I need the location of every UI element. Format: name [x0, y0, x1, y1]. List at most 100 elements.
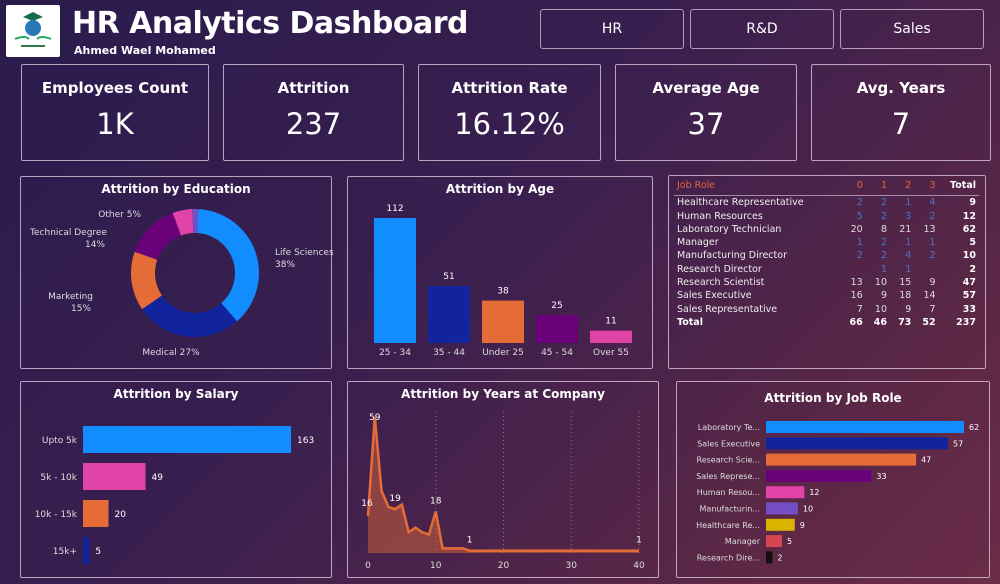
job-role-matrix-panel: Job Role 0 1 2 3 Total Healthcare Representati…	[668, 175, 986, 369]
cell: 1	[880, 263, 888, 275]
data-label: 112	[386, 204, 403, 214]
x-tick-label: 30	[566, 561, 578, 571]
cell: 9	[905, 303, 912, 315]
nav-hr-button[interactable]: HR	[540, 9, 684, 49]
jobrole-bar-chart: Laboratory Te... 62 Sales Executive 57 Resea…	[696, 421, 979, 564]
cell: 9	[929, 277, 936, 289]
y-tick-label: Manager	[725, 537, 761, 546]
slice-label: Technical Degree	[29, 228, 107, 238]
row-label: Sales Executive	[677, 290, 752, 302]
total-cell: 66	[849, 316, 863, 328]
cell: 13	[923, 223, 936, 235]
salary-bar	[83, 426, 291, 453]
slice-pct: 15%	[71, 304, 91, 314]
y-tick-label: Research Dire...	[697, 553, 760, 562]
column-header[interactable]: Total	[950, 180, 976, 191]
y-tick-label: 10k - 15k	[35, 510, 78, 520]
data-label: 12	[809, 488, 819, 497]
slice-pct: 38%	[275, 260, 295, 270]
data-label: 38	[497, 287, 509, 297]
row-total: 5	[969, 237, 976, 249]
nav-rnd-button[interactable]: R&D	[690, 9, 834, 49]
data-label: 19	[389, 494, 401, 504]
matrix-header: Job Role 0 1 2 3 Total	[674, 179, 979, 196]
logo-globe-icon	[14, 12, 52, 47]
data-label: 49	[152, 473, 164, 483]
cell	[914, 263, 938, 276]
x-tick-label: 35 - 44	[433, 348, 465, 358]
data-label: 2	[777, 553, 782, 562]
table-row: Healthcare Representative 2 2 1 4 9	[674, 196, 979, 210]
x-tick-label: 10	[430, 561, 442, 571]
table-row: Sales Executive 16 9 18 14 57	[674, 289, 979, 302]
kpi-label: Average Age	[652, 79, 760, 97]
cell: 3	[905, 210, 912, 222]
slice-pct: 14%	[85, 240, 105, 250]
education-donut-chart: Life Sciences 38% Medical 27% Marketing 15% T…	[29, 209, 333, 358]
years-chart-panel: Attrition by Years at Company 16 59 19 18 1 1…	[347, 381, 659, 578]
column-header[interactable]: 1	[880, 180, 888, 191]
column-header[interactable]: 3	[929, 180, 936, 191]
y-tick-label: Sales Represe...	[696, 472, 760, 481]
donut-slice	[131, 251, 162, 310]
row-label: Manager	[677, 237, 719, 249]
data-label: 163	[297, 436, 314, 446]
y-tick-label: Upto 5k	[42, 436, 78, 446]
data-label: 59	[369, 413, 381, 423]
chart-title: Attrition by Age	[445, 182, 555, 196]
total-row: Total 66 46 73 52 237	[674, 316, 979, 329]
x-tick-label: 0	[365, 561, 371, 571]
cell: 15	[899, 277, 912, 289]
table-row: Research Scientist 13 10 15 9 47	[674, 276, 979, 289]
kpi-attrition-rate: Attrition Rate 16.12%	[418, 64, 601, 161]
data-label: 25	[551, 301, 562, 311]
cell: 7	[929, 303, 936, 315]
cell: 1	[905, 197, 912, 209]
cell: 2	[929, 210, 936, 222]
cell: 4	[905, 250, 912, 262]
column-header[interactable]: Job Role	[677, 180, 716, 191]
salary-bar	[83, 500, 109, 527]
page-title: HR Analytics Dashboard	[72, 6, 468, 41]
cell: 18	[899, 290, 912, 302]
y-tick-label: Human Resou...	[697, 488, 760, 497]
x-tick-label: Over 55	[593, 348, 629, 358]
row-total: 10	[962, 250, 976, 262]
kpi-value: 16.12%	[454, 107, 565, 141]
nav-sales-button[interactable]: Sales	[840, 9, 984, 49]
y-tick-label: Sales Executive	[697, 439, 760, 448]
cell: 7	[856, 303, 863, 315]
row-label: Healthcare Representative	[677, 197, 804, 209]
kpi-value: 1K	[96, 107, 134, 141]
data-label: 62	[969, 423, 979, 432]
jobrole-bar	[766, 437, 949, 450]
donut-slice	[134, 213, 182, 260]
table-row: Laboratory Technician 20 8 21 13 62	[674, 223, 979, 236]
column-header[interactable]: 0	[856, 180, 863, 191]
kpi-value: 237	[285, 107, 342, 141]
slice-label: Life Sciences	[275, 248, 333, 258]
cell: 21	[899, 223, 912, 235]
y-tick-label: Research Scie...	[697, 456, 761, 465]
jobrole-bar	[766, 421, 964, 433]
row-label: Research Scientist	[677, 277, 765, 289]
cell: 2	[880, 197, 888, 209]
author-name: Ahmed Wael Mohamed	[74, 44, 216, 57]
cell: 13	[850, 277, 863, 289]
data-label: 57	[953, 439, 963, 448]
y-tick-label: 5k - 10k	[40, 473, 77, 483]
cell: 2	[880, 250, 888, 262]
cell: 2	[880, 210, 888, 222]
cell: 2	[856, 250, 863, 262]
donut-slice	[172, 209, 194, 236]
age-bar	[374, 218, 416, 343]
row-total: 2	[969, 263, 976, 275]
donut-slice	[192, 209, 199, 234]
kpi-label: Employees Count	[41, 79, 189, 97]
donut-slice	[142, 295, 238, 337]
table-row: Human Resources 5 2 3 2 12	[674, 210, 979, 223]
cell: 10	[874, 277, 888, 289]
column-header[interactable]: 2	[905, 180, 912, 191]
data-label: 9	[800, 521, 805, 530]
